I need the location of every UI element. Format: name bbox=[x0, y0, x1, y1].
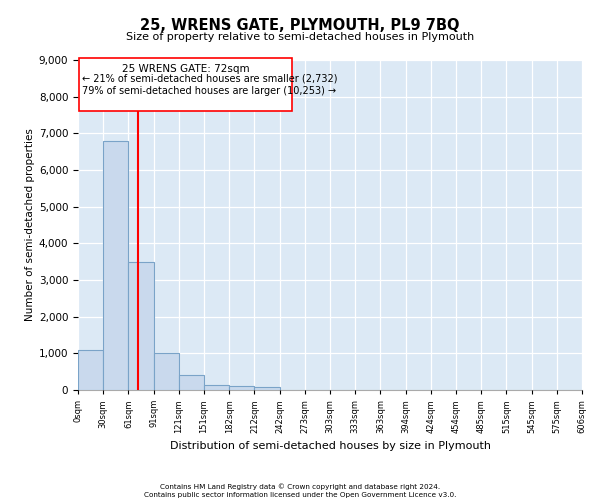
Text: ← 21% of semi-detached houses are smaller (2,732): ← 21% of semi-detached houses are smalle… bbox=[82, 74, 337, 84]
Bar bbox=[103, 140, 128, 390]
Bar bbox=[128, 262, 154, 390]
Text: Contains HM Land Registry data © Crown copyright and database right 2024.
Contai: Contains HM Land Registry data © Crown c… bbox=[144, 484, 456, 498]
Bar bbox=[78, 350, 103, 390]
Text: 79% of semi-detached houses are larger (10,253) →: 79% of semi-detached houses are larger (… bbox=[82, 86, 336, 96]
X-axis label: Distribution of semi-detached houses by size in Plymouth: Distribution of semi-detached houses by … bbox=[170, 442, 491, 452]
Text: Size of property relative to semi-detached houses in Plymouth: Size of property relative to semi-detach… bbox=[126, 32, 474, 42]
Bar bbox=[204, 384, 229, 390]
FancyBboxPatch shape bbox=[79, 58, 292, 112]
Bar bbox=[179, 376, 204, 390]
Bar bbox=[254, 387, 280, 390]
Text: 25, WRENS GATE, PLYMOUTH, PL9 7BQ: 25, WRENS GATE, PLYMOUTH, PL9 7BQ bbox=[140, 18, 460, 32]
Bar bbox=[229, 386, 254, 390]
Text: 25 WRENS GATE: 72sqm: 25 WRENS GATE: 72sqm bbox=[122, 64, 250, 74]
Bar bbox=[154, 354, 179, 390]
Y-axis label: Number of semi-detached properties: Number of semi-detached properties bbox=[25, 128, 35, 322]
